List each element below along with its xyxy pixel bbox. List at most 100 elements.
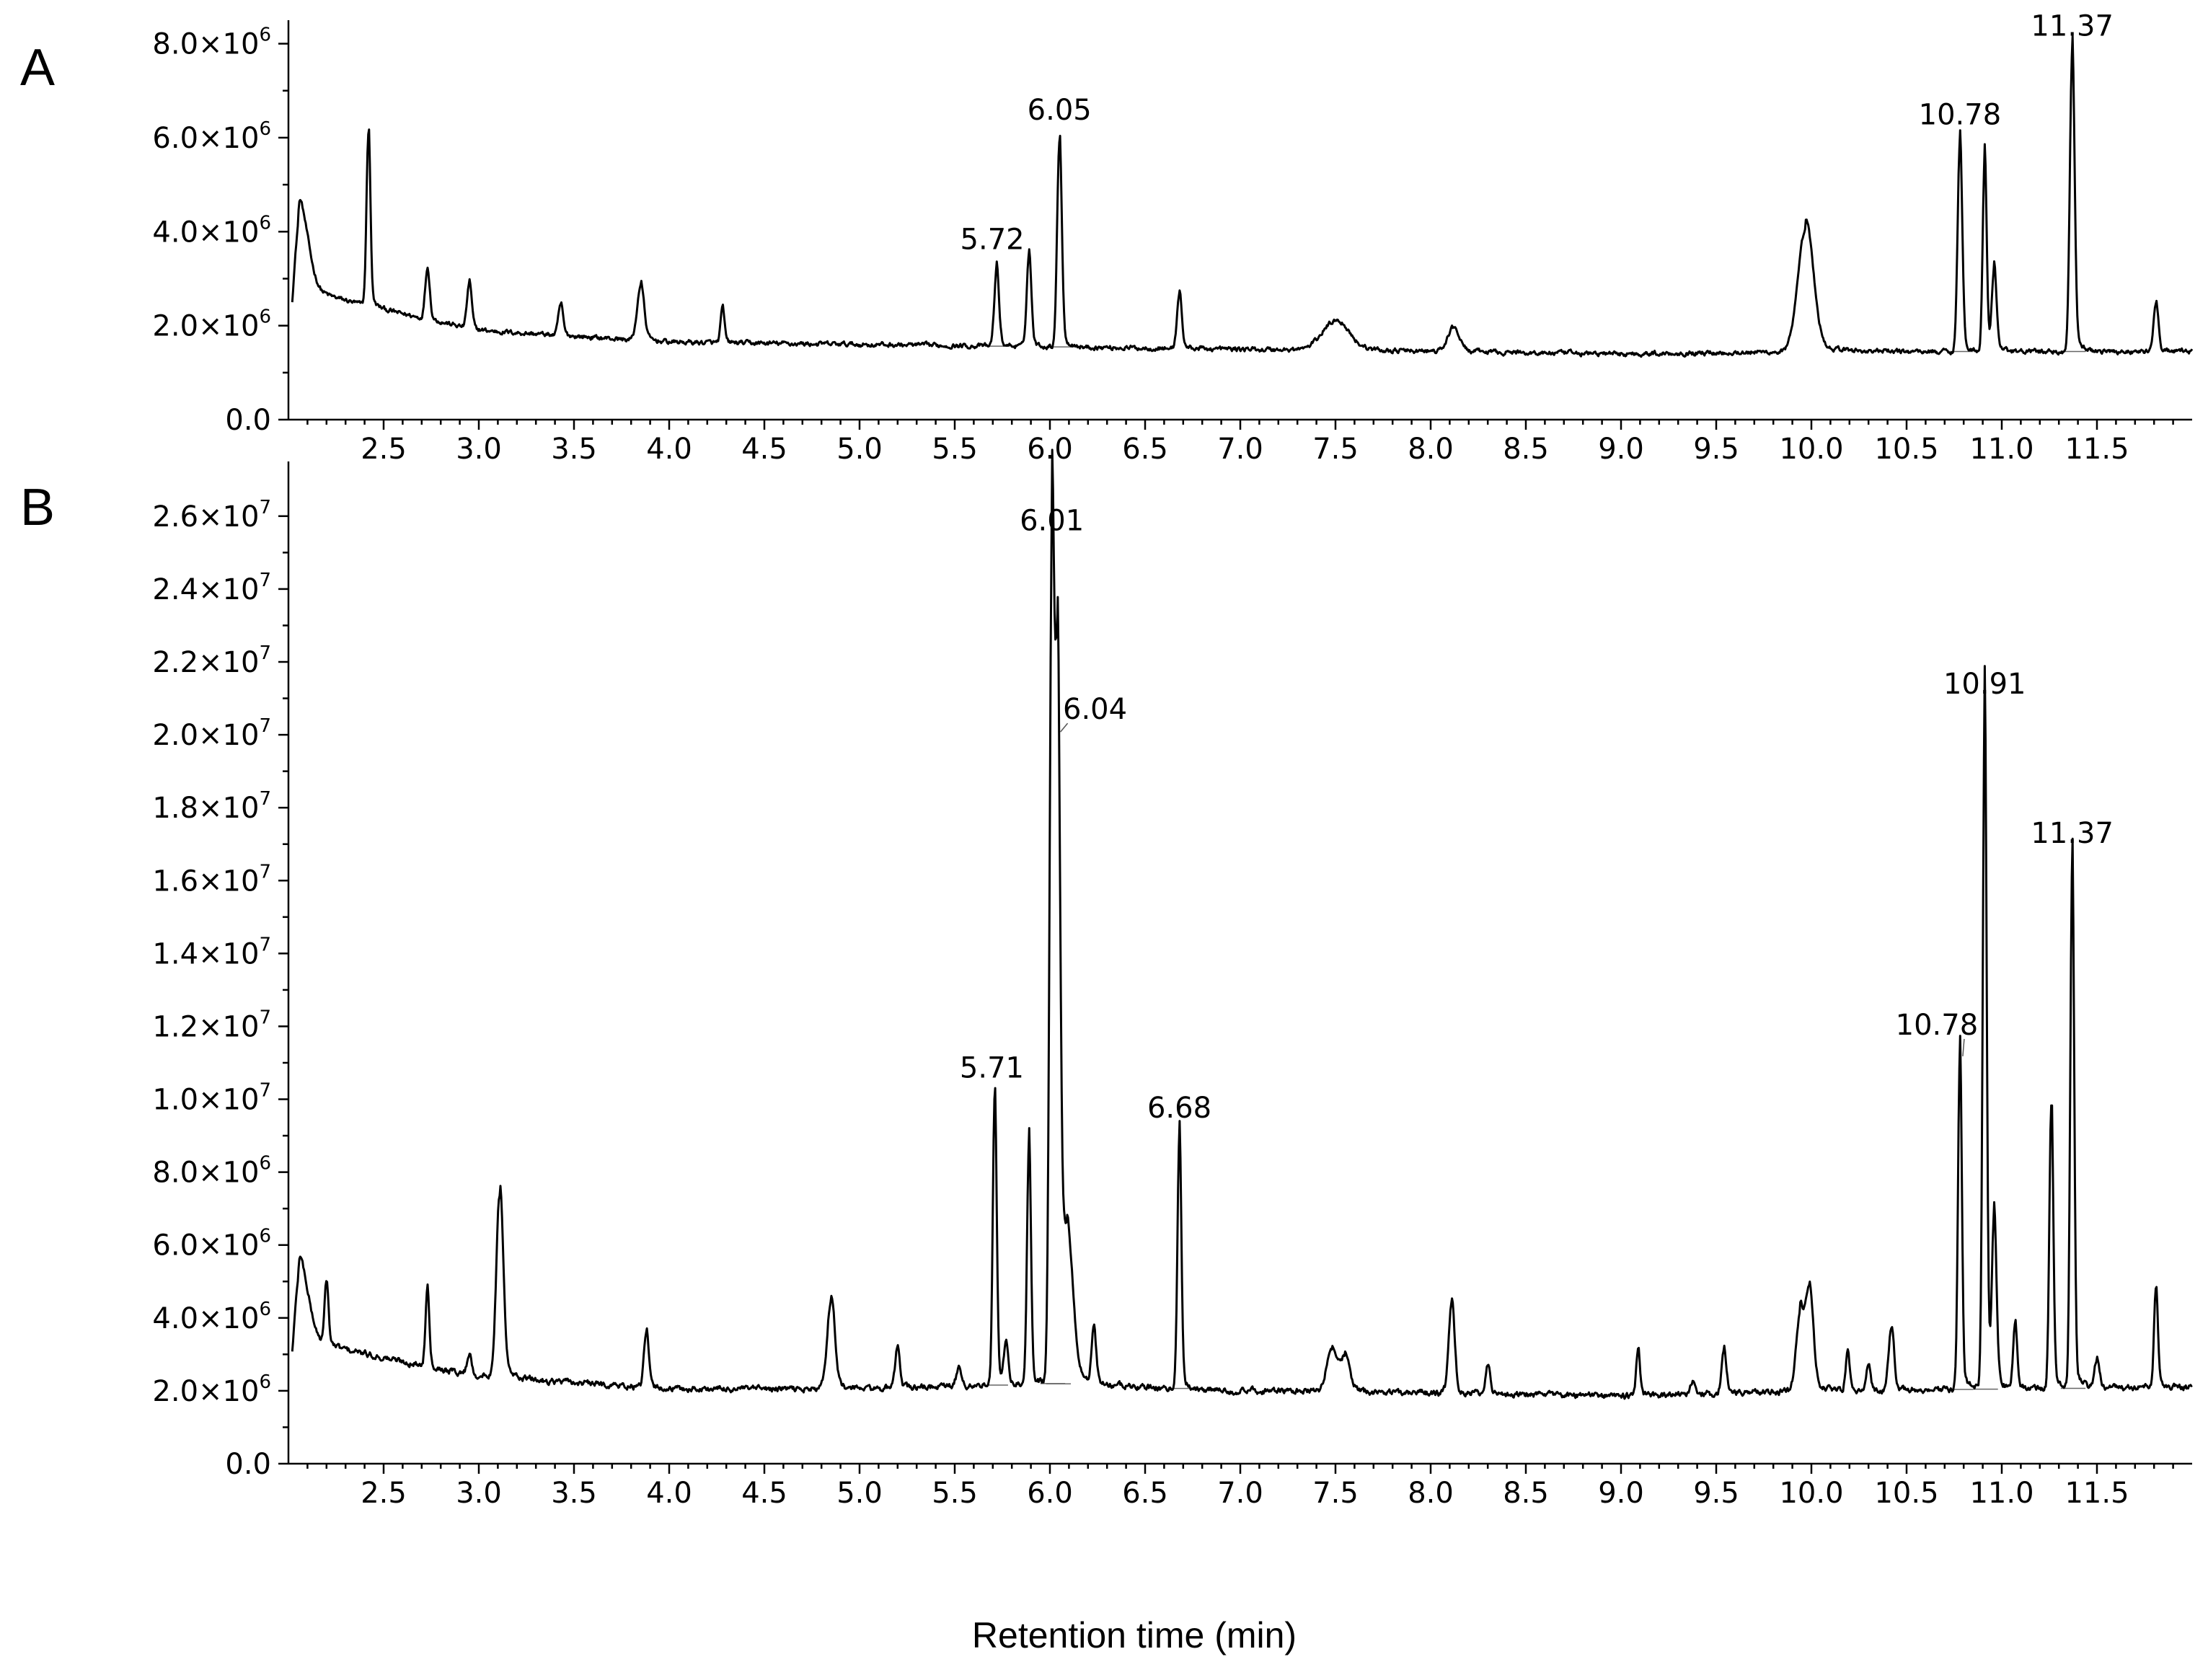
chromatogram-trace (291, 35, 2194, 358)
x-tick-label: 6.0 (1027, 433, 1073, 466)
y-tick-mantissa: 2.0×10 (152, 1375, 259, 1408)
x-axis-title: Retention time (min) (972, 1615, 1297, 1655)
panel-a-axes (287, 20, 2192, 421)
peak-label: 5.72 (961, 223, 1025, 256)
peak-label: 5.71 (960, 1052, 1024, 1085)
x-tick-label: 3.0 (456, 433, 502, 466)
panel-b-letter: B (20, 479, 55, 536)
y-tick-mantissa: 2.6×10 (152, 500, 259, 534)
y-tick-label: 1.0×107 (152, 1080, 271, 1117)
x-tick-label: 2.5 (361, 1477, 407, 1510)
y-tick-mantissa: 2.4×10 (152, 573, 259, 606)
y-tick-label: 2.2×107 (152, 642, 271, 679)
y-tick-exponent: 7 (259, 1007, 271, 1028)
y-tick-label: 8.0×106 (152, 1153, 271, 1190)
y-tick-mantissa: 4.0×10 (152, 1302, 259, 1335)
x-tick-label: 8.5 (1503, 1477, 1549, 1510)
y-tick-label: 2.0×106 (152, 306, 271, 343)
y-tick-mantissa: 1.4×10 (152, 937, 259, 971)
x-tick-label: 10.5 (1874, 1477, 1938, 1510)
x-tick-label: 11.5 (2065, 1477, 2129, 1510)
y-tick-label: 2.0×107 (152, 715, 271, 752)
y-tick-label: 2.6×107 (152, 497, 271, 534)
x-tick-label: 3.5 (551, 433, 597, 466)
y-tick-exponent: 7 (259, 642, 271, 664)
panel-b-y-ticks: 0.02.0×1064.0×1066.0×1068.0×1061.0×1071.… (152, 497, 288, 1481)
x-tick-label: 9.0 (1598, 433, 1644, 466)
y-tick-label: 1.2×107 (152, 1007, 271, 1043)
peak-leader-line (1059, 722, 1069, 733)
y-tick-mantissa: 0.0 (225, 1448, 271, 1481)
y-tick-mantissa: 0.0 (225, 404, 271, 437)
y-tick-exponent: 7 (259, 788, 271, 810)
panel-b: B 0.02.0×1064.0×1066.0×1068.0×1061.0×107… (20, 448, 2193, 1510)
x-tick-label: 7.5 (1312, 433, 1359, 466)
y-tick-exponent: 6 (259, 1153, 271, 1175)
x-tick-label: 5.5 (932, 433, 978, 466)
chromatogram-trace (291, 448, 2193, 1400)
y-tick-label: 4.0×106 (152, 212, 271, 249)
panel-b-x-ticks: 2.5 3.0 3.5 4.0 4.5 5.0 5.5 6.0 6.5 7.0 7.5 8.0 8.5 9… (306, 1464, 2174, 1510)
y-tick-label: 6.0×106 (152, 118, 271, 155)
y-tick-mantissa: 1.0×10 (152, 1084, 259, 1117)
y-tick-mantissa: 2.0×10 (152, 719, 259, 752)
x-tick-label: 4.5 (741, 433, 787, 466)
y-tick-label: 1.4×107 (152, 934, 271, 971)
x-tick-label: 2.5 (361, 433, 407, 466)
x-tick-label: 9.0 (1598, 1477, 1644, 1510)
y-tick-label: 0.0 (225, 1448, 271, 1481)
y-tick-label: 0.0 (225, 404, 271, 437)
x-tick-label: 6.5 (1122, 433, 1168, 466)
x-tick-label: 3.0 (456, 1477, 502, 1510)
y-tick-mantissa: 1.6×10 (152, 865, 259, 898)
y-tick-mantissa: 1.2×10 (152, 1010, 259, 1043)
y-tick-mantissa: 2.2×10 (152, 646, 259, 679)
y-tick-mantissa: 6.0×10 (152, 122, 259, 155)
x-tick-label: 11.0 (1969, 433, 2033, 466)
y-tick-mantissa: 8.0×10 (152, 1157, 259, 1190)
y-tick-label: 4.0×106 (152, 1299, 271, 1335)
x-tick-label: 5.0 (836, 1477, 883, 1510)
x-tick-label: 4.0 (646, 433, 692, 466)
y-tick-mantissa: 2.0×10 (152, 310, 259, 343)
y-tick-label: 6.0×106 (152, 1226, 271, 1263)
x-tick-label: 8.0 (1408, 1477, 1454, 1510)
y-tick-exponent: 7 (259, 861, 271, 883)
y-tick-exponent: 6 (259, 1226, 271, 1247)
x-tick-label: 11.0 (1969, 1477, 2033, 1510)
x-tick-label: 10.0 (1779, 433, 1843, 466)
peak-label: 10.78 (1896, 1009, 1979, 1042)
x-tick-label: 5.5 (932, 1477, 978, 1510)
y-tick-label: 1.6×107 (152, 861, 271, 898)
y-tick-exponent: 6 (259, 306, 271, 328)
y-tick-label: 2.4×107 (152, 570, 271, 606)
x-tick-label: 9.5 (1693, 1477, 1739, 1510)
peak-label: 10.91 (1943, 668, 2026, 701)
y-tick-exponent: 6 (259, 1371, 271, 1393)
x-tick-label: 7.5 (1312, 1477, 1359, 1510)
x-tick-label: 7.0 (1217, 433, 1263, 466)
y-tick-mantissa: 4.0×10 (152, 216, 259, 249)
x-tick-label: 8.5 (1503, 433, 1549, 466)
panel-b-trace (291, 448, 2193, 1400)
panel-b-axes (287, 461, 2192, 1465)
x-tick-label: 9.5 (1693, 433, 1739, 466)
y-tick-mantissa: 8.0×10 (152, 28, 259, 61)
panel-a-letter: A (20, 39, 55, 97)
y-tick-mantissa: 1.8×10 (152, 792, 259, 825)
peak-label: 6.05 (1028, 94, 1092, 127)
x-tick-label: 7.0 (1217, 1477, 1263, 1510)
y-tick-exponent: 7 (259, 570, 271, 591)
x-tick-label: 4.5 (741, 1477, 787, 1510)
y-tick-label: 8.0×106 (152, 25, 271, 61)
x-tick-label: 4.0 (646, 1477, 692, 1510)
panel-a-annotations: 5.72 6.05 10.78 11.37 (961, 10, 2114, 257)
panel-a-trace (291, 35, 2194, 358)
x-tick-label: 5.0 (836, 433, 883, 466)
x-tick-label: 3.5 (551, 1477, 597, 1510)
y-tick-exponent: 6 (259, 118, 271, 140)
x-tick-label: 6.0 (1027, 1477, 1073, 1510)
